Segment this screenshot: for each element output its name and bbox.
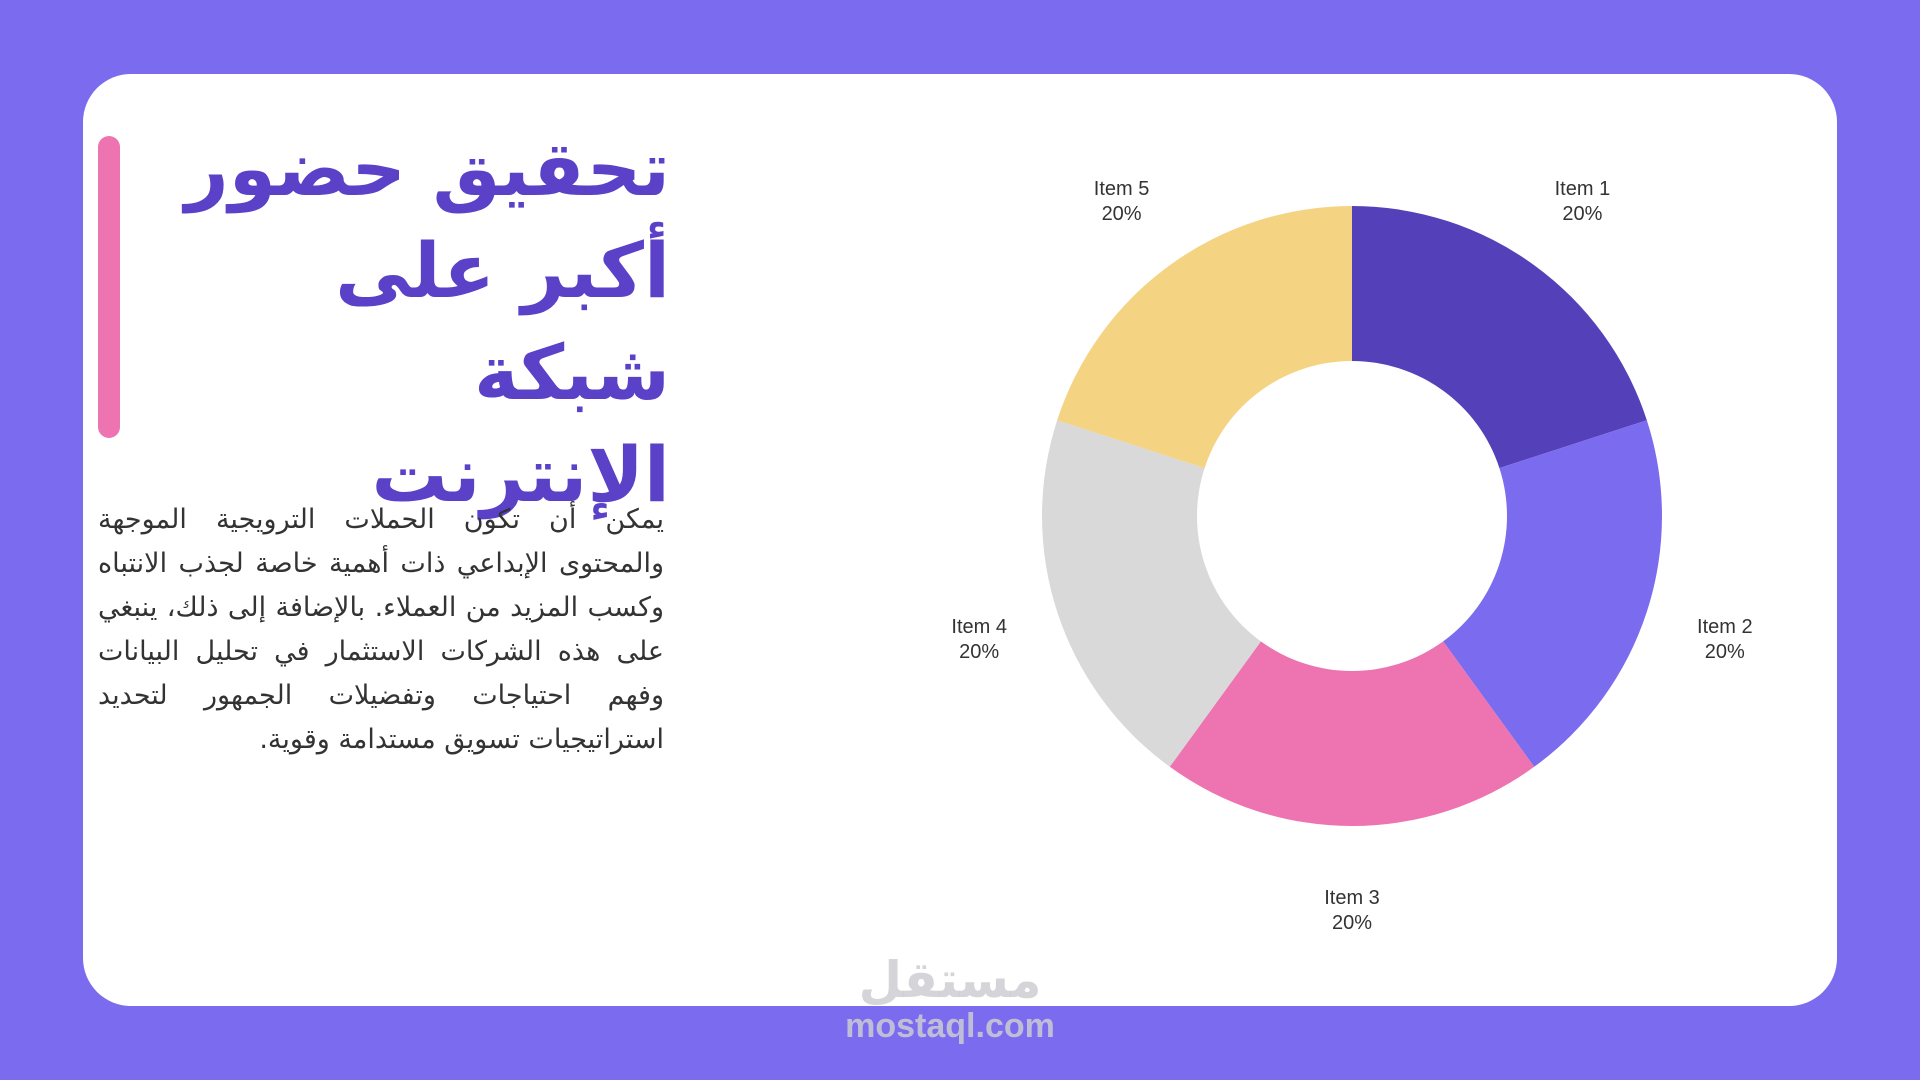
slice-item-5 [1057, 206, 1352, 469]
slice-label-1: Item 1 [1555, 178, 1611, 200]
slice-label-4: Item 4 [951, 616, 1007, 638]
watermark-arabic: مستقل [858, 951, 1042, 1009]
slice-item-1 [1352, 206, 1647, 469]
slice-label-3: Item 3 [1324, 887, 1380, 909]
slice-value-label-2: 20% [1705, 641, 1745, 663]
watermark-latin: mostaql.com [845, 1007, 1055, 1045]
slide-body-text: يمكن أن تكون الحملات الترويجية الموجهة و… [98, 504, 664, 755]
slice-value-label-1: 20% [1562, 203, 1602, 225]
slice-label-5: Item 5 [1094, 178, 1150, 200]
title-accent-bar [98, 136, 120, 438]
chart-labels: Item 1 20% Item 2 20% Item 3 20% Item 4 20% Item… [951, 178, 1752, 934]
slice-item-4 [1041, 420, 1261, 767]
slice-item-2 [1443, 420, 1662, 767]
watermark: مستقل mostaql.com [820, 955, 1080, 1045]
slice-item-3 [1169, 641, 1535, 826]
slice-label-2: Item 2 [1697, 616, 1753, 638]
slice-value-label-3: 20% [1332, 912, 1372, 934]
slice-value-label-5: 20% [1102, 203, 1142, 225]
chart-slices [1041, 206, 1662, 826]
slide-title: تحقيق حضور أكبر على شبكة الإنترنت [184, 124, 670, 519]
slice-value-label-4: 20% [959, 641, 999, 663]
